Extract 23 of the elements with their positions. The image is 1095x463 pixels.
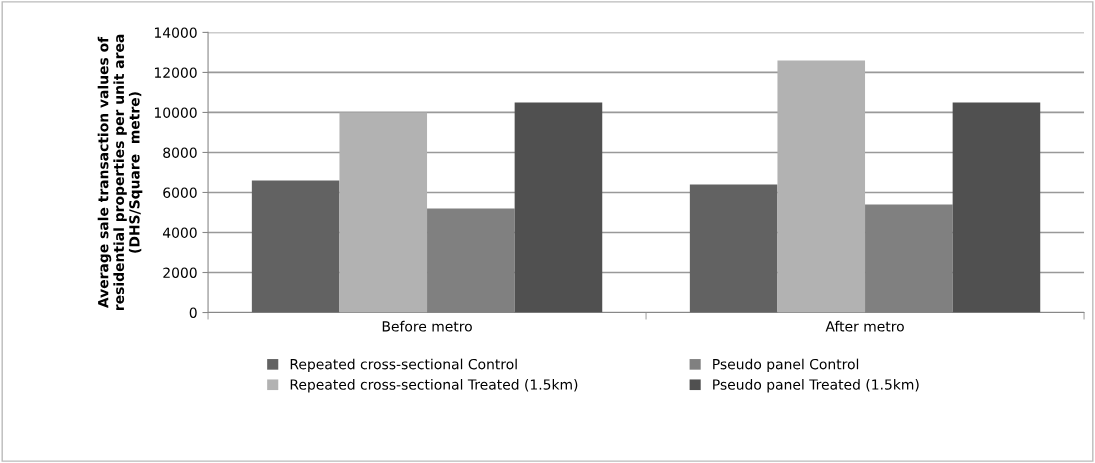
y-tick-label: 4000	[162, 227, 197, 238]
bar	[865, 204, 953, 313]
bar	[952, 102, 1041, 313]
bar	[777, 60, 866, 313]
legend-label: Repeated cross-sectional Control	[290, 358, 517, 373]
y-tick-label: 0	[189, 307, 197, 318]
bar	[514, 102, 603, 313]
y-tick-label: 2000	[163, 267, 197, 278]
legend-label: Pseudo panel Treated (1.5km)	[713, 379, 919, 393]
y-tick-label: 6000	[163, 187, 197, 198]
bar	[251, 180, 340, 313]
bar	[689, 184, 778, 313]
y-tick-label: 10000	[154, 107, 197, 118]
bar	[339, 112, 428, 313]
x-tick-label: Before metro	[382, 320, 472, 332]
bar	[427, 208, 515, 313]
y-tick-label: 14000	[154, 27, 197, 38]
legend-label: Pseudo panel Control	[713, 358, 859, 373]
y-axis-title: Average sale transaction values of residential properties per unit area (DHS/Square metre)	[97, 34, 143, 311]
x-tick-label: After metro	[825, 320, 904, 332]
y-tick-label: 8000	[163, 147, 197, 158]
legend-label: Repeated cross-sectional Treated (1.5km)	[290, 379, 578, 393]
y-tick-label: 12000	[154, 67, 197, 78]
